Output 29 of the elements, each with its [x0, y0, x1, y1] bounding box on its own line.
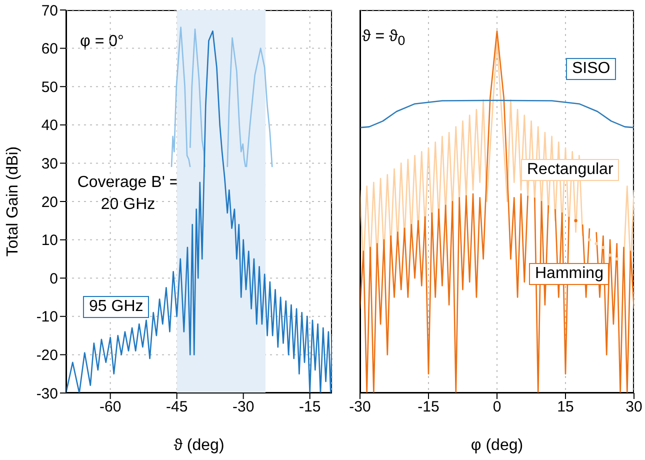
x-tick-label: 15 — [557, 398, 574, 416]
annotation: φ = 0° — [80, 32, 125, 52]
x-axis-title: φ (deg) — [470, 437, 524, 454]
y-tick-label: -10 — [36, 308, 58, 326]
x-tick-label: -30 — [232, 398, 254, 416]
y-tick-label: 10 — [41, 232, 58, 250]
series-label: 95 GHz — [83, 296, 150, 318]
x-tick-label: -60 — [99, 398, 122, 416]
y-tick-label: 60 — [41, 40, 58, 58]
y-tick-label: 0 — [50, 270, 58, 288]
y-tick-label: -20 — [36, 347, 58, 364]
y-tick-label: 30 — [41, 156, 58, 173]
y-tick-label: 70 — [41, 2, 58, 20]
x-tick-label: 0 — [492, 398, 502, 416]
x-axis-title: ϑ (deg) — [174, 437, 224, 454]
annotation: ϑ = ϑ$_{0}$ — [362, 27, 406, 50]
x-tick-label: -30 — [349, 398, 371, 416]
y-tick-label: 50 — [41, 78, 58, 96]
x-tick-label: 30 — [626, 398, 642, 416]
x-tick-label: -15 — [298, 398, 321, 416]
series-label: SISO — [566, 58, 616, 80]
x-tick-label: -45 — [166, 398, 188, 416]
y-tick-label: 20 — [41, 194, 58, 211]
series-label: Hamming — [529, 263, 610, 285]
y-axis-title: Total Gain (dBi) — [4, 146, 22, 257]
y-tick-label: -30 — [36, 385, 58, 402]
y-tick-label: 40 — [41, 117, 58, 134]
series-label: Rectangular — [521, 159, 620, 181]
x-tick-label: -15 — [418, 398, 440, 416]
